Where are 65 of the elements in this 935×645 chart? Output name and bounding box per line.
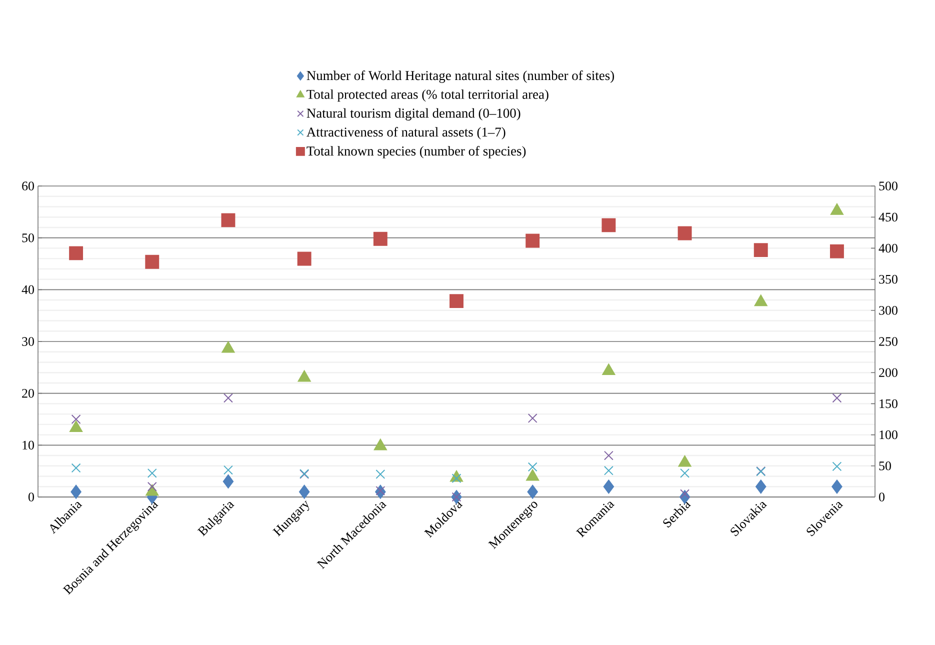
point [376, 469, 386, 479]
point [70, 484, 82, 499]
point [69, 246, 84, 260]
point [528, 413, 538, 423]
y2-tick-label: 400 [878, 244, 898, 253]
point [754, 243, 768, 258]
point [221, 213, 236, 228]
point [145, 254, 160, 269]
point [71, 414, 81, 424]
point [603, 480, 614, 494]
y2-tick-label: 100 [880, 430, 898, 440]
point [756, 480, 766, 494]
point [147, 482, 157, 492]
point [832, 393, 842, 403]
y-tick-label: 50 [22, 233, 34, 242]
y-tick-label: 40 [22, 285, 34, 294]
point [604, 450, 614, 460]
point [526, 234, 540, 248]
legend-label: Natural tourism digital demand (0–100) [306, 108, 520, 120]
y2-tick-label: 500 [879, 182, 898, 190]
point [298, 370, 311, 382]
point [373, 232, 388, 246]
y2-tick-label: 50 [879, 462, 891, 470]
point [604, 466, 614, 476]
point [830, 244, 844, 258]
y2-tick-label: 300 [879, 306, 898, 315]
point [147, 468, 157, 478]
point [297, 252, 312, 266]
point [528, 462, 538, 472]
legend-label: Attractiveness of natural assets (1–7) [306, 127, 506, 140]
legend-label: Number of World Heritage natural sites (number of sites) [306, 70, 614, 83]
y2-tick-label: 350 [879, 274, 898, 284]
point [527, 484, 538, 499]
point [602, 364, 616, 376]
point [830, 203, 844, 215]
y2-tick-label: 0 [879, 492, 885, 502]
legend-label: Total protected areas (% total territorial area) [306, 89, 548, 102]
point [832, 480, 842, 494]
point [450, 294, 464, 308]
y2-tick-label: 250 [879, 337, 898, 346]
y-tick-label: 20 [22, 388, 34, 398]
point [376, 486, 386, 496]
y-tick-label: 30 [22, 337, 34, 346]
point [452, 474, 462, 484]
point [224, 393, 233, 403]
point [602, 218, 616, 232]
point [222, 341, 235, 353]
point [224, 465, 233, 475]
point [71, 463, 81, 473]
point [222, 474, 234, 488]
point [680, 468, 690, 478]
y2-tick-label: 200 [879, 368, 898, 377]
point [298, 484, 310, 499]
y-tick-label: 10 [22, 440, 34, 450]
y2-tick-label: 450 [878, 212, 898, 222]
point [754, 294, 768, 306]
point [832, 462, 842, 472]
point [70, 420, 83, 432]
y-tick-label: 0 [28, 492, 34, 502]
point [680, 489, 690, 499]
y2-tick-label: 150 [880, 399, 898, 408]
point [374, 438, 387, 450]
y-tick-label: 60 [22, 182, 34, 190]
point [678, 226, 692, 240]
legend-label: Total known species (number of species) [306, 146, 526, 158]
